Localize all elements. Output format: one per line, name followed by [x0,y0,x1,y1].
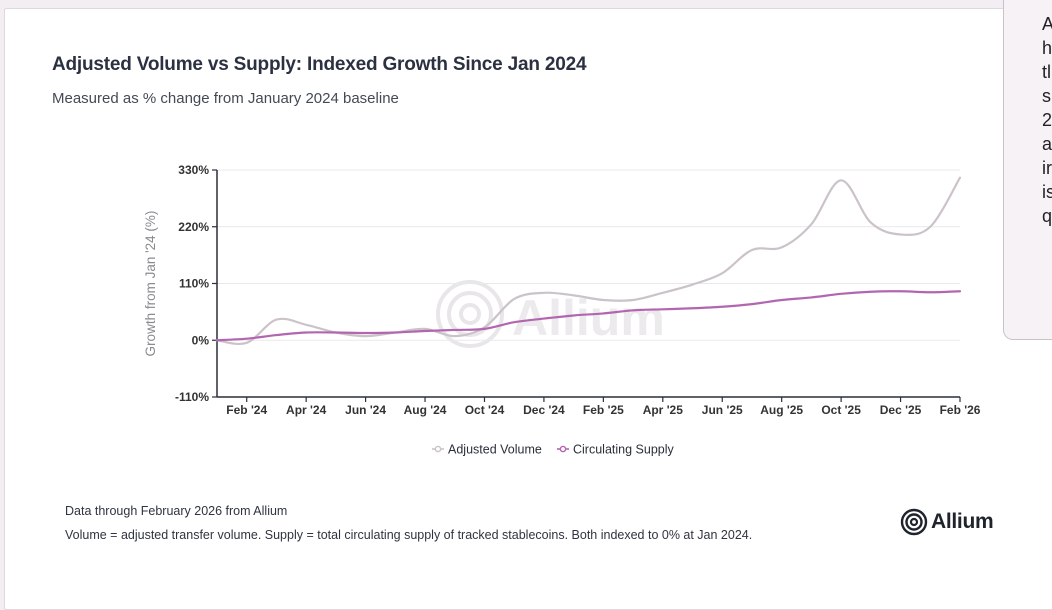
x-tick-label: Dec '25 [880,403,922,417]
legend-circulating-supply-marker [559,445,567,453]
definition-note: Volume = adjusted transfer volume. Suppl… [65,528,753,542]
watermark-icon-core [459,303,481,325]
y-tick-label: 110% [179,277,209,291]
y-tick-label: -110% [175,390,209,404]
x-tick-label: Aug '24 [404,403,447,417]
x-tick-label: Apr '24 [286,403,327,417]
side-panel-line: h [1042,38,1052,58]
side-panel-line: ir [1042,158,1052,178]
y-tick-label: 220% [178,220,209,234]
side-panel-line: is [1042,182,1052,202]
x-tick-label: Feb '24 [226,403,267,417]
series-line-circulating-supply [215,290,962,342]
side-panel-line: A [1042,14,1052,34]
side-panel-line: 2 [1042,110,1052,130]
side-panel-line: q [1042,206,1052,226]
chart-title: Adjusted Volume vs Supply: Indexed Growt… [52,54,587,75]
x-tick-label: Apr '25 [643,403,684,417]
x-tick-label: Aug '25 [760,403,803,417]
chart-card [4,8,1052,610]
x-tick-label: Feb '26 [940,403,981,417]
watermark-icon [436,280,504,348]
chart-subtitle: Measured as % change from January 2024 b… [52,90,399,107]
side-panel-line: a [1042,134,1052,154]
side-panel-line: s [1042,86,1051,106]
x-tick-label: Oct '25 [821,403,861,417]
legend-adjusted-volume-label: Adjusted Volume [448,443,542,457]
y-axis-title: Growth from Jan '24 (%) [143,211,158,357]
legend-circulating-supply-label: Circulating Supply [573,443,674,457]
x-tick-label: Jun '24 [345,403,386,417]
y-tick-label: 0% [192,333,210,347]
y-tick-label: 330% [178,163,209,177]
legend-adjusted-volume-marker [434,445,442,453]
allium-logo-text: Allium [931,510,994,533]
watermark-icon-ring [447,291,493,337]
x-tick-label: Dec '24 [523,403,565,417]
data-source-note: Data through February 2026 from Allium [65,504,288,518]
allium-logo-icon [900,508,928,536]
x-tick-label: Jun '25 [702,403,743,417]
side-panel-line: tl [1042,62,1051,82]
x-tick-label: Oct '24 [465,403,505,417]
x-tick-label: Feb '25 [583,403,624,417]
allium-logo: Allium [900,508,994,536]
